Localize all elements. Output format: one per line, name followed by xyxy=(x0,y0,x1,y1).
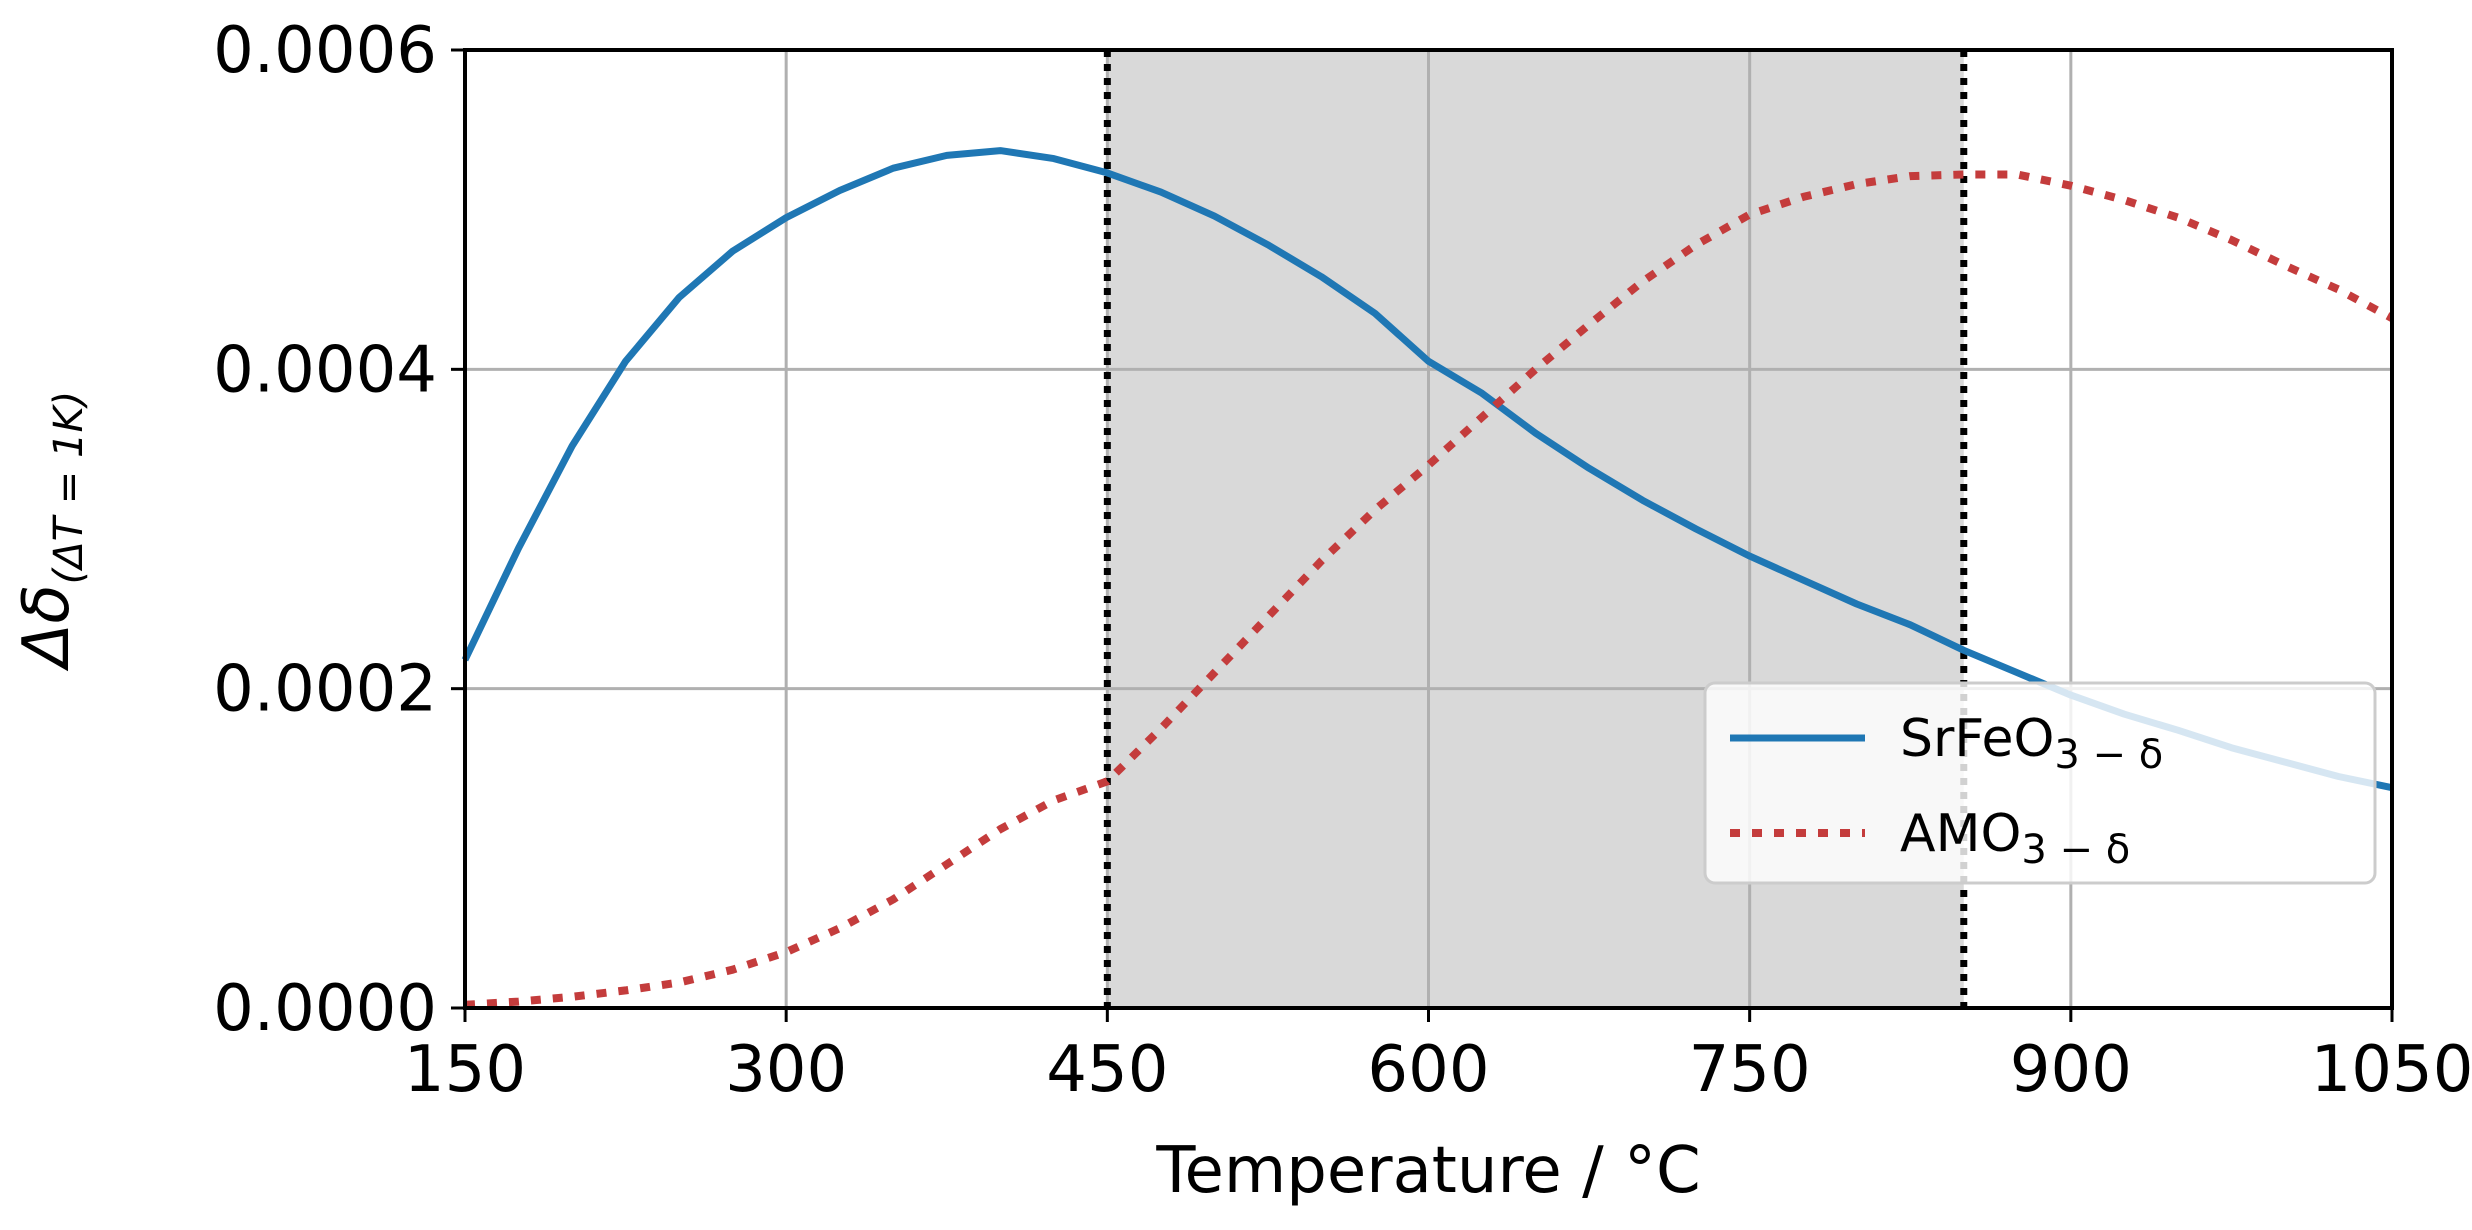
y-axis-label-subscript: (ΔT = 1K) xyxy=(46,391,92,585)
series-line-amo3 xyxy=(464,170,2394,1009)
legend-entry-label: AMO3 − δ xyxy=(1900,804,2130,873)
legend-entry-label: SrFeO3 − δ xyxy=(1900,709,2163,778)
x-axis-label: Temperature / °C xyxy=(1155,1134,1700,1208)
legend-label-base: SrFeO xyxy=(1900,709,2054,769)
y-tick-label: 0.0002 xyxy=(213,653,437,727)
x-tick-label: 900 xyxy=(2010,1033,2132,1107)
legend-label-subscript: 3 − δ xyxy=(2021,827,2130,873)
x-tick-label: 600 xyxy=(1367,1033,1489,1107)
y-tick-label: 0.0000 xyxy=(213,972,437,1046)
legend-box xyxy=(1703,681,2377,885)
legend-label-subscript: 3 − δ xyxy=(2054,732,2163,778)
axes-layer xyxy=(451,48,2394,1022)
legend-label-base: AMO xyxy=(1900,804,2021,864)
y-tick-label: 0.0006 xyxy=(213,14,437,88)
x-tick-label: 1050 xyxy=(2311,1033,2472,1107)
x-tick-label: 300 xyxy=(725,1033,847,1107)
x-tick-label: 750 xyxy=(1689,1033,1811,1107)
y-axis-label: Δδ(ΔT = 1K) xyxy=(10,391,92,673)
x-tick-label: 450 xyxy=(1046,1033,1168,1107)
y-tick-label: 0.0004 xyxy=(213,333,437,407)
tick-labels-layer: 150 300 450 600 750 900 1050 0.0000 0.0002 0.0004… xyxy=(213,14,2472,1107)
x-tick-label: 150 xyxy=(404,1033,526,1107)
y-axis-label-main: Δδ xyxy=(10,584,84,672)
